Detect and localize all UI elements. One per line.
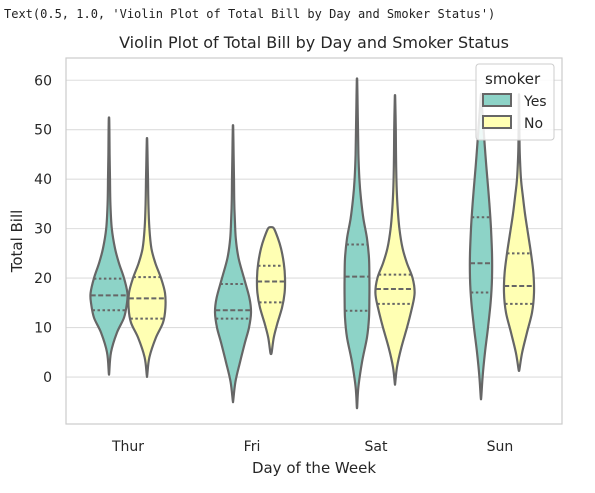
x-axis-ticks: Thur Fri Sat Sun: [111, 439, 513, 455]
x-tick-label: Thur: [111, 439, 144, 455]
legend-swatch-yes: [482, 93, 512, 107]
violin-yes-sat: [343, 77, 371, 410]
y-tick-label: 60: [34, 73, 52, 89]
violin-no-fri: [255, 225, 287, 355]
y-tick-label: 40: [34, 172, 52, 188]
plot-area-frame: [65, 57, 563, 425]
violins: [89, 77, 536, 410]
y-tick-label: 10: [34, 321, 52, 337]
legend: smoker Yes No: [475, 63, 555, 141]
y-tick-label: 20: [34, 271, 52, 287]
chart-title: Violin Plot of Total Bill by Day and Smo…: [119, 33, 509, 52]
violin-no-thur: [127, 137, 167, 378]
legend-label-no: No: [524, 116, 543, 132]
legend-swatch-no: [482, 115, 512, 129]
console-output-text: Text(0.5, 1.0, 'Violin Plot of Total Bil…: [4, 7, 496, 21]
y-tick-label: 50: [34, 123, 52, 139]
violin-yes-thur: [89, 116, 129, 376]
x-tick-label: Fri: [244, 439, 261, 455]
x-tick-label: Sun: [487, 439, 514, 455]
y-axis-ticks: 0 10 20 30 40 50 60: [34, 73, 52, 386]
violin-no-sat: [374, 94, 416, 386]
y-axis-label: Total Bill: [8, 210, 26, 274]
legend-label-yes: Yes: [523, 94, 547, 110]
y-tick-label: 30: [34, 222, 52, 238]
violin-yes-fri: [213, 124, 253, 404]
legend-title: smoker: [485, 70, 541, 88]
y-tick-label: 0: [43, 370, 52, 386]
x-axis-label: Day of the Week: [252, 459, 376, 477]
x-tick-label: Sat: [365, 439, 388, 455]
